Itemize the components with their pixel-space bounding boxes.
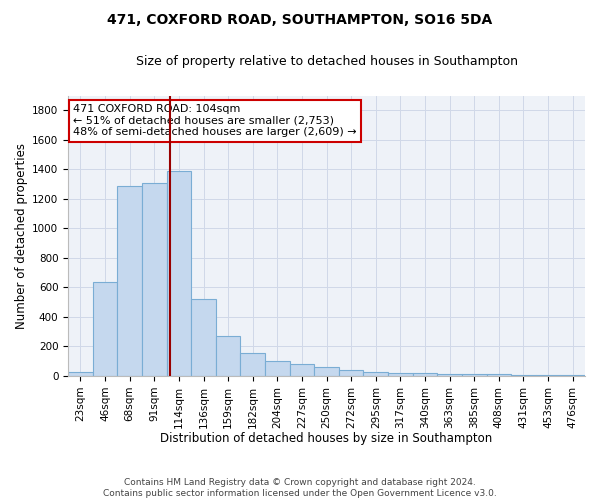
- Bar: [68, 372, 93, 376]
- Bar: [167, 171, 191, 376]
- Bar: [142, 182, 167, 376]
- Bar: [216, 336, 241, 376]
- Bar: [339, 370, 364, 376]
- Bar: [241, 353, 265, 376]
- Bar: [265, 361, 290, 376]
- Bar: [462, 374, 487, 376]
- Text: 471, COXFORD ROAD, SOUTHAMPTON, SO16 5DA: 471, COXFORD ROAD, SOUTHAMPTON, SO16 5DA: [107, 12, 493, 26]
- Bar: [93, 282, 118, 376]
- Title: Size of property relative to detached houses in Southampton: Size of property relative to detached ho…: [136, 55, 518, 68]
- Bar: [191, 299, 216, 376]
- Bar: [560, 375, 585, 376]
- Bar: [536, 375, 560, 376]
- Text: 471 COXFORD ROAD: 104sqm
← 51% of detached houses are smaller (2,753)
48% of sem: 471 COXFORD ROAD: 104sqm ← 51% of detach…: [73, 104, 357, 137]
- Y-axis label: Number of detached properties: Number of detached properties: [15, 143, 28, 329]
- Bar: [118, 186, 142, 376]
- Bar: [511, 374, 536, 376]
- X-axis label: Distribution of detached houses by size in Southampton: Distribution of detached houses by size …: [160, 432, 493, 445]
- Bar: [437, 374, 462, 376]
- Bar: [413, 374, 437, 376]
- Bar: [388, 373, 413, 376]
- Bar: [487, 374, 511, 376]
- Bar: [290, 364, 314, 376]
- Bar: [314, 367, 339, 376]
- Bar: [364, 372, 388, 376]
- Text: Contains HM Land Registry data © Crown copyright and database right 2024.
Contai: Contains HM Land Registry data © Crown c…: [103, 478, 497, 498]
